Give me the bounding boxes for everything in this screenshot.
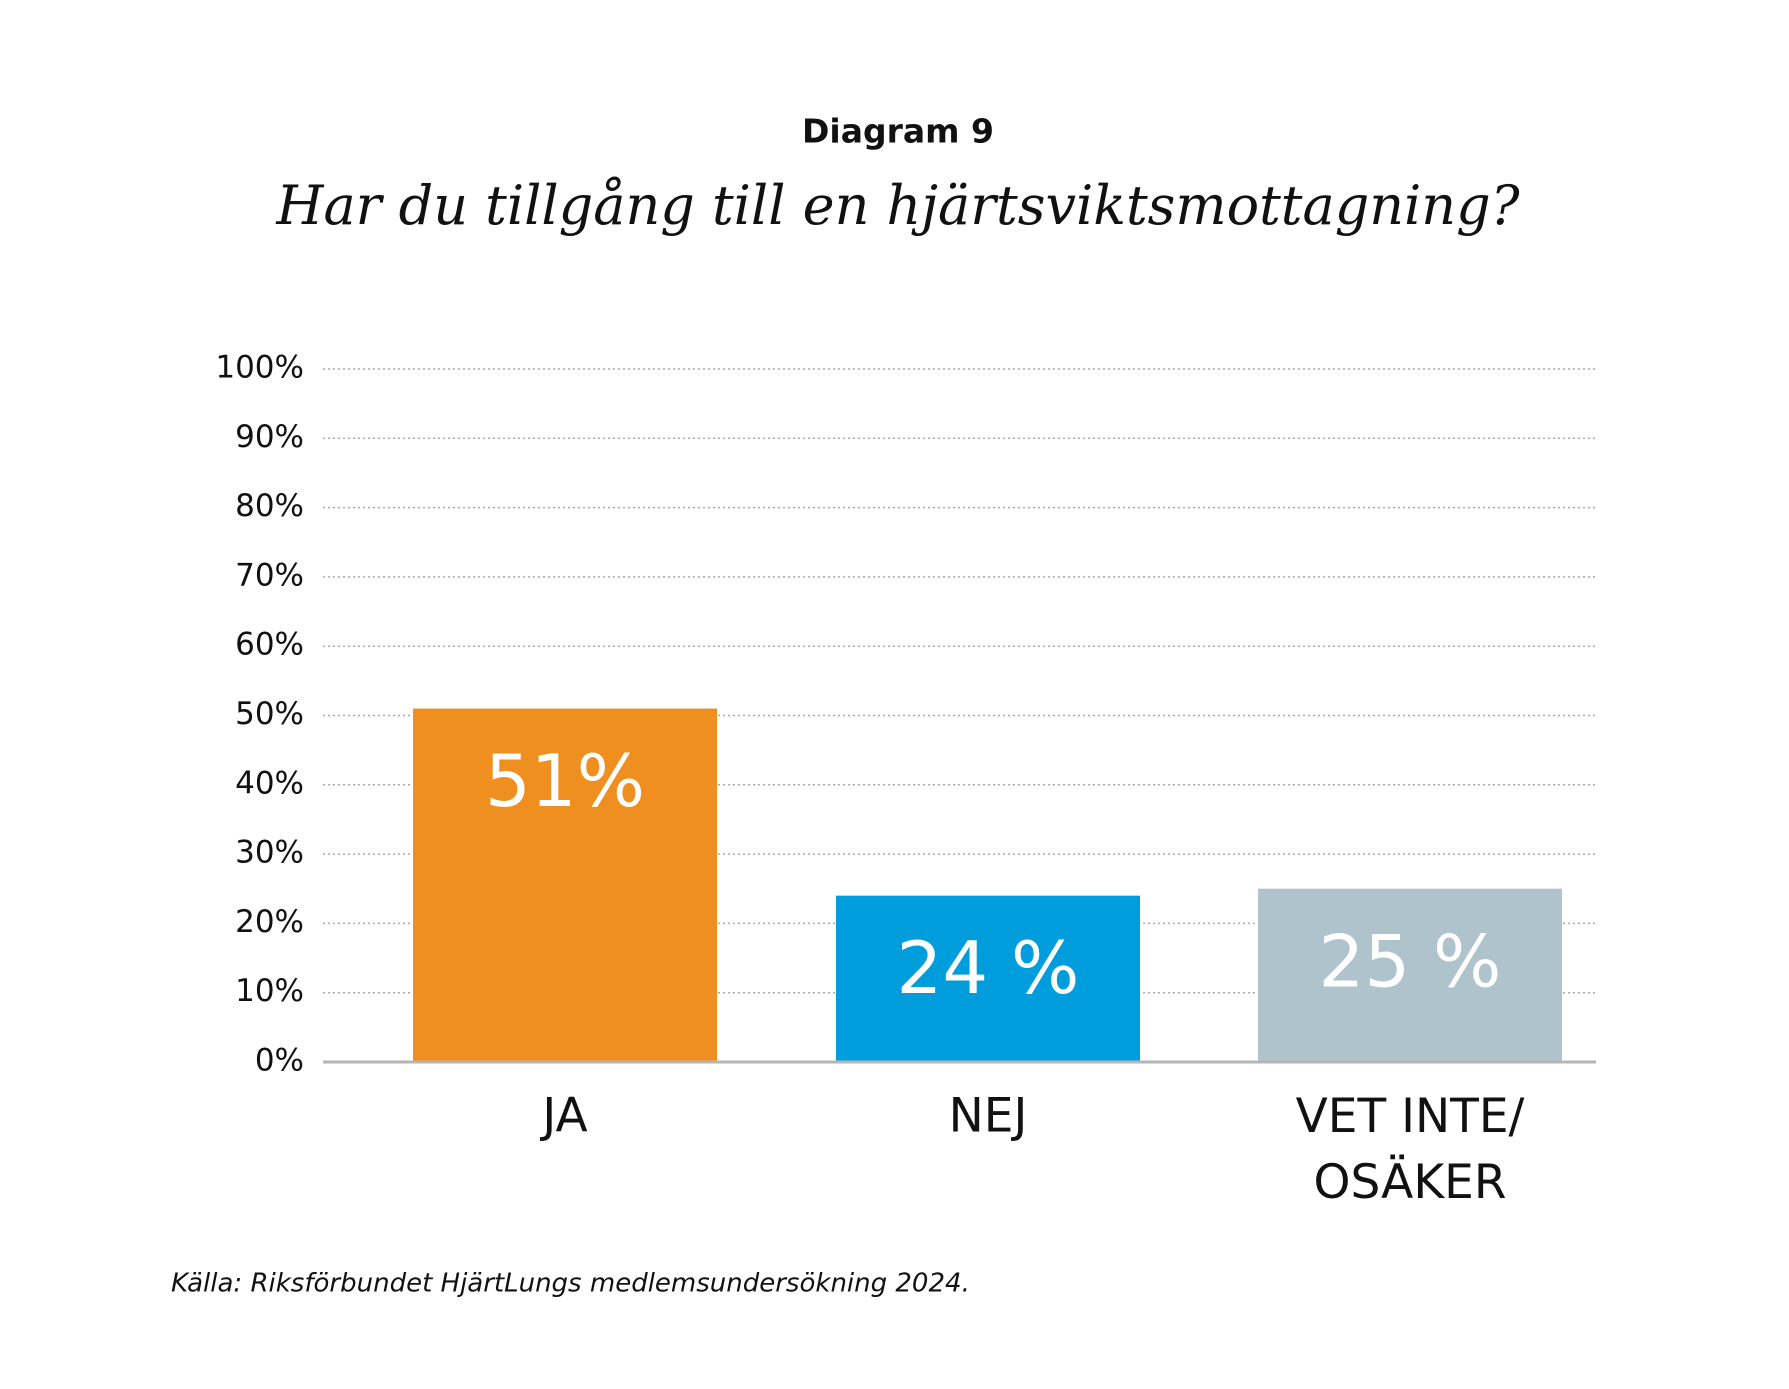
x-tick-label: JA <box>539 1089 587 1144</box>
y-tick-label: 100% <box>215 350 304 386</box>
y-tick-label: 80% <box>235 488 304 524</box>
y-tick-label: 70% <box>235 557 304 593</box>
y-tick-label: 40% <box>235 765 304 801</box>
bar <box>1258 888 1562 1062</box>
y-tick-label: 30% <box>235 835 304 871</box>
data-label: 25 % <box>1319 919 1502 1003</box>
data-label: 51% <box>485 739 645 823</box>
y-tick-label: 0% <box>255 1043 304 1079</box>
bar <box>836 895 1140 1062</box>
y-tick-label: 60% <box>235 627 304 663</box>
data-label: 24 % <box>897 926 1080 1010</box>
chart-subtitle: Har du tillgång till en hjärtsviktsmotta… <box>275 174 1520 237</box>
y-tick-label: 50% <box>235 696 304 732</box>
chart-title: Diagram 9 <box>802 112 994 151</box>
x-tick-label: VET INTE/OSÄKER <box>1296 1089 1525 1210</box>
x-tick-label: NEJ <box>949 1089 1028 1144</box>
source-note: Källa: Riksförbundet HjärtLungs medlemsu… <box>171 1269 970 1299</box>
y-tick-label: 10% <box>235 973 304 1009</box>
y-tick-label: 20% <box>235 904 304 940</box>
y-tick-label: 90% <box>235 419 304 455</box>
bar <box>413 708 717 1062</box>
